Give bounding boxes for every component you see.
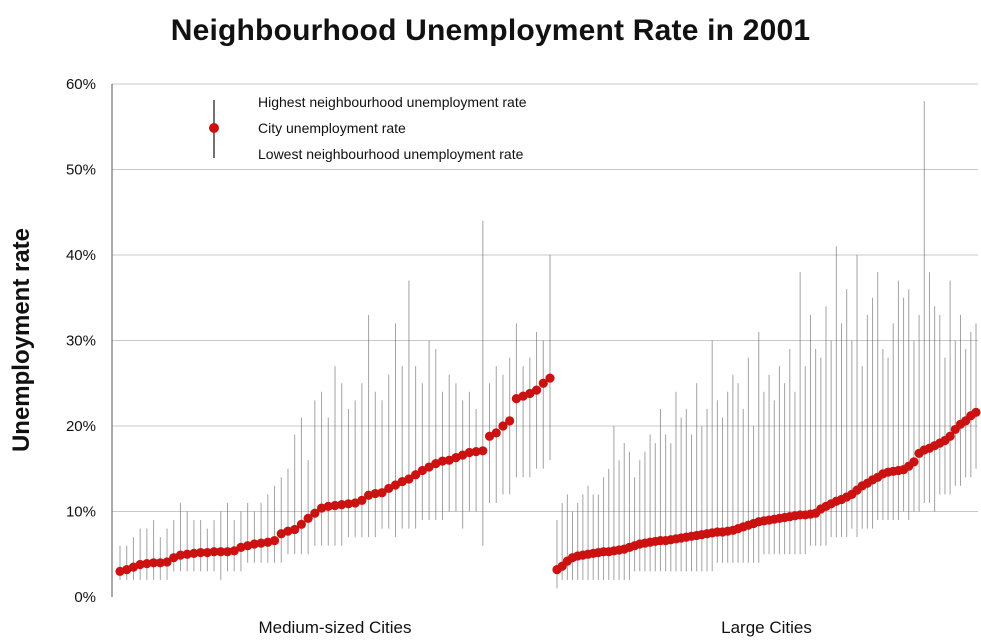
city-rate-point — [464, 447, 474, 458]
city-rate-point — [945, 431, 955, 441]
city-rate-point — [498, 421, 508, 431]
city-rate-point — [303, 513, 313, 523]
legend-entry-highest: Highest neighbourhood unemployment rate — [258, 94, 527, 110]
city-rate-point — [135, 559, 145, 570]
y-tick-label: 60% — [66, 76, 96, 93]
city-rate-point — [209, 547, 219, 557]
city-rate-point — [202, 547, 212, 558]
city-rate-point — [437, 456, 448, 466]
city-rate-point — [216, 547, 226, 557]
city-rate-point — [222, 547, 233, 557]
city-rate-point — [411, 470, 421, 480]
city-rate-point — [189, 548, 199, 558]
grid-lines — [112, 83, 978, 512]
city-rate-point — [357, 495, 367, 505]
legend: Highest neighbourhood unemployment rate … — [209, 94, 527, 162]
legend-entry-lowest: Lowest neighbourhood unemployment rate — [258, 146, 524, 162]
city-rate-point — [256, 538, 266, 548]
y-tick-label: 10% — [66, 504, 96, 521]
city-rate-point — [370, 488, 380, 499]
city-rate-point — [377, 488, 387, 498]
city-rate-point — [155, 558, 165, 568]
chart-title: Neighbourhood Unemployment Rate in 2001 — [170, 14, 811, 47]
group-labels: Medium-sized Cities Large Cities — [258, 618, 811, 637]
city-rate-point — [142, 559, 152, 569]
city-rate-point — [471, 447, 481, 457]
city-rate-point — [330, 500, 340, 511]
city-rate-point — [971, 407, 981, 417]
city-rate-point — [290, 524, 300, 535]
city-rate-point — [148, 558, 159, 568]
city-rate-point — [491, 428, 501, 438]
city-rate-point — [269, 535, 280, 546]
legend-dot-icon — [209, 123, 219, 133]
y-tick-label: 30% — [66, 333, 96, 350]
range-lines — [119, 101, 977, 589]
y-tick-label: 20% — [66, 418, 96, 435]
city-rate-point — [478, 446, 488, 456]
city-rate-point — [909, 457, 919, 467]
city-rate-points — [115, 373, 981, 576]
city-rate-point — [310, 508, 320, 518]
y-axis: 0% 10% 20% 30% 40% 50% 60% — [66, 76, 113, 606]
y-tick-label: 0% — [74, 589, 96, 606]
city-rate-point — [249, 539, 259, 549]
group-label: Large Cities — [721, 618, 812, 637]
city-rate-point — [343, 499, 354, 509]
city-rate-point — [323, 501, 333, 511]
y-tick-label: 40% — [66, 247, 96, 264]
city-rate-point — [175, 550, 186, 560]
city-rate-point — [505, 416, 515, 426]
city-rate-point — [182, 549, 192, 559]
legend-entry-city: City unemployment rate — [258, 120, 406, 136]
y-tick-label: 50% — [66, 162, 96, 179]
city-rate-point — [296, 519, 307, 529]
city-rate-point — [162, 557, 172, 567]
city-rate-point — [545, 373, 555, 383]
city-rate-point — [196, 547, 206, 558]
group-label: Medium-sized Cities — [258, 618, 411, 637]
city-rate-point — [531, 385, 542, 395]
city-rate-point — [538, 378, 548, 388]
city-rate-point — [337, 500, 347, 510]
city-rate-point — [404, 474, 414, 484]
